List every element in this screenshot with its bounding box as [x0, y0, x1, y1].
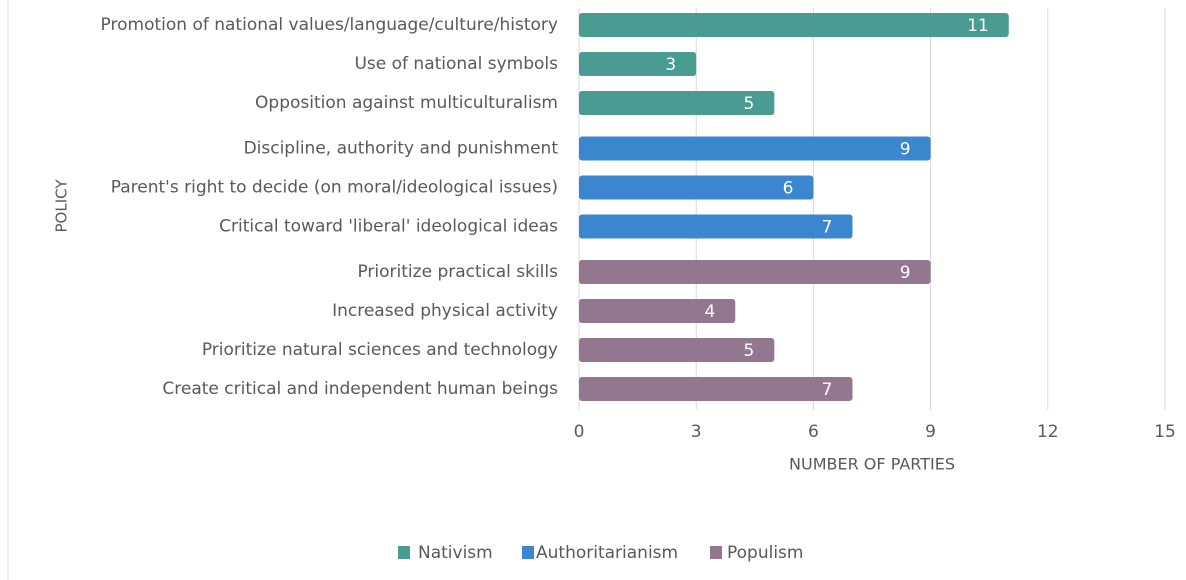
- legend-swatch: [398, 546, 410, 559]
- x-tick-label: 9: [925, 422, 936, 442]
- y-tick-label: Prioritize natural sciences and technolo…: [202, 340, 558, 360]
- data-label: 7: [822, 380, 833, 400]
- legend-label: Nativism: [418, 543, 493, 563]
- y-tick-label: Promotion of national values/language/cu…: [101, 15, 558, 35]
- data-label: 7: [822, 218, 833, 238]
- data-label: 4: [704, 302, 715, 322]
- y-tick-label: Create critical and independent human be…: [162, 379, 558, 399]
- legend-label: Authoritarianism: [536, 543, 678, 563]
- y-tick-label: Opposition against multiculturalism: [255, 93, 558, 113]
- data-label: 6: [783, 179, 794, 199]
- data-label: 5: [744, 341, 755, 361]
- y-tick-label: Use of national symbols: [354, 54, 558, 74]
- data-label: 3: [665, 55, 676, 75]
- bar: [579, 260, 931, 284]
- bar: [579, 299, 736, 323]
- x-axis-title: NUMBER OF PARTIES: [789, 455, 955, 474]
- bar: [579, 13, 1009, 37]
- bar: [579, 136, 931, 161]
- data-label: 9: [900, 140, 911, 160]
- legend-label: Populism: [727, 543, 803, 563]
- x-tick-label: 15: [1154, 422, 1176, 442]
- x-tick-label: 0: [574, 422, 585, 442]
- bar: [579, 175, 814, 200]
- y-tick-label: Parent's right to decide (on moral/ideol…: [111, 178, 558, 198]
- data-label: 9: [900, 263, 911, 283]
- data-label: 5: [744, 94, 755, 114]
- x-tick-label: 6: [808, 422, 819, 442]
- legend-swatch: [522, 546, 534, 559]
- legend-swatch: [710, 546, 722, 559]
- x-tick-label: 12: [1037, 422, 1059, 442]
- bar: [579, 377, 853, 401]
- y-axis-title: POLICY: [53, 179, 71, 233]
- bar: [579, 214, 853, 239]
- y-tick-label: Prioritize practical skills: [357, 262, 558, 282]
- data-label: 11: [967, 16, 989, 36]
- bar: [579, 91, 775, 115]
- y-tick-label: Critical toward 'liberal' ideological id…: [219, 217, 558, 237]
- y-tick-label: Increased physical activity: [332, 301, 558, 321]
- x-tick-label: 3: [691, 422, 702, 442]
- bar: [579, 52, 697, 76]
- bar: [579, 338, 775, 362]
- y-tick-label: Discipline, authority and punishment: [244, 139, 559, 159]
